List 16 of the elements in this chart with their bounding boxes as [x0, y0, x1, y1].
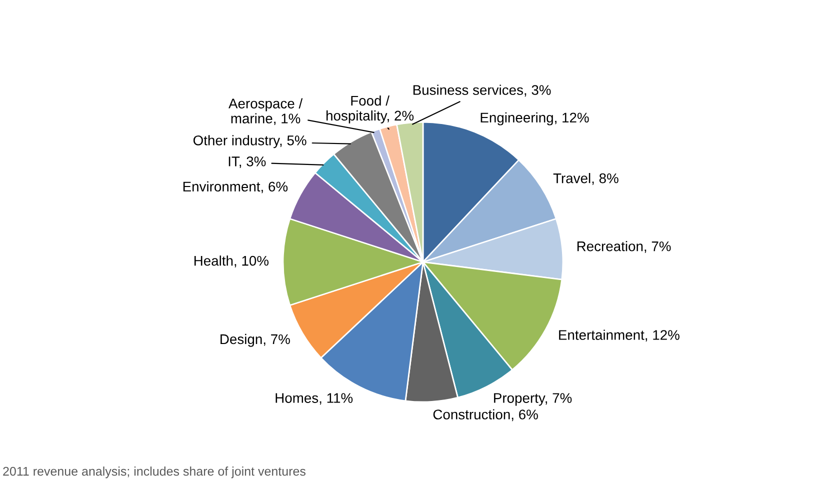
slice-label: Engineering, 12%	[480, 112, 589, 126]
slice-label: Health, 10%	[194, 256, 269, 268]
slice-label: IT, 3%	[228, 156, 266, 168]
slice-label: Other industry, 5%	[193, 135, 306, 148]
slice-label: Homes, 11%	[276, 393, 353, 405]
slice-label: Environment, 6%	[183, 181, 288, 194]
slice-label: Design, 7%	[220, 334, 290, 347]
slice-label: Food / hospitality, 2%	[326, 95, 414, 124]
slice-label: Recreation, 7%	[577, 241, 671, 253]
slice-label: Property, 7%	[494, 393, 572, 406]
slice-label: Entertainment, 12%	[559, 330, 680, 342]
text: 2011 revenue analysis; includes share of joint ventures	[3, 466, 306, 478]
slice-label: Aerospace / marine, 1%	[228, 98, 303, 126]
slice-label: Business services, 3%	[413, 84, 551, 97]
slice-label: Travel, 8%	[553, 173, 618, 185]
slice-label: Construction, 6%	[433, 409, 538, 422]
